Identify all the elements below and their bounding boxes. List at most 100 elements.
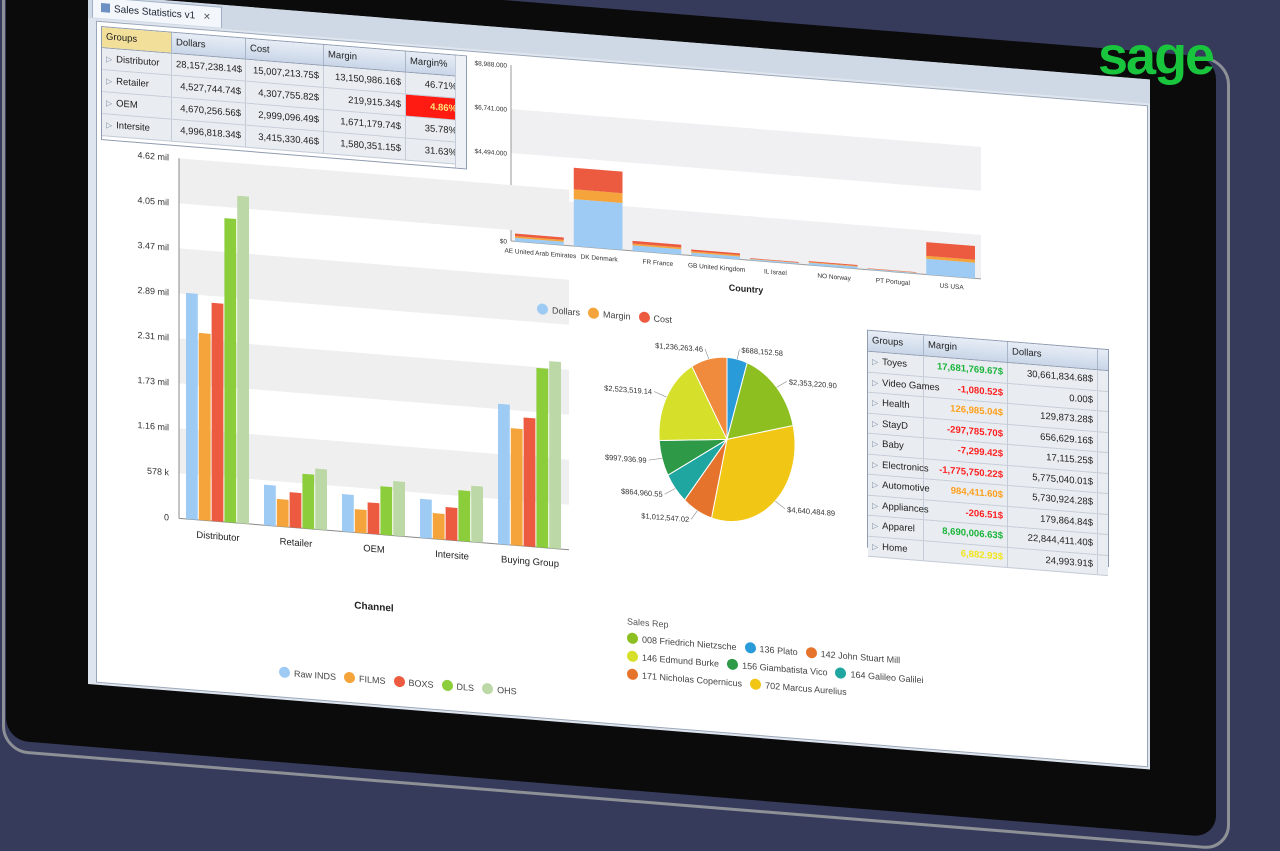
legend-label: 156 Giambatista Vico [742, 660, 828, 677]
legend-item[interactable]: 164 Galileo Galilei [835, 667, 924, 685]
channel-chart: 0 578 k 1.16 mil 1.73 mil 2.31 mil 2.89 mil 3.… [117, 145, 587, 653]
expand-icon[interactable]: ▷ [106, 120, 113, 130]
slice-label: $2,353,220.90 [789, 378, 837, 391]
legend-item[interactable]: Cost [638, 311, 672, 325]
x-tick-label: PT Portugal [876, 277, 911, 287]
bar-segment[interactable] [632, 245, 682, 255]
bar-segment[interactable] [808, 262, 858, 267]
expand-icon[interactable]: ▷ [872, 541, 879, 552]
expand-icon[interactable]: ▷ [872, 398, 879, 408]
bar[interactable] [523, 417, 536, 547]
group-label: Intersite [116, 120, 150, 134]
legend-item[interactable]: Dollars [537, 303, 580, 317]
sales-rep-pie: $688,152.58 $2,353,220.90 $4,640,484.89 $1,… [577, 322, 877, 556]
expand-icon[interactable]: ▷ [872, 480, 879, 490]
legend-item[interactable]: DLS [441, 679, 474, 693]
expand-icon[interactable]: ▷ [872, 500, 879, 511]
legend-item[interactable]: OHS [482, 682, 517, 697]
legend-item[interactable]: 142 John Stuart Mill [805, 646, 900, 666]
bar-segment[interactable] [867, 268, 917, 274]
group-label: Toyes [882, 356, 907, 370]
bar-segment[interactable] [573, 189, 623, 204]
bar[interactable] [342, 494, 354, 533]
expand-icon[interactable]: ▷ [872, 439, 879, 449]
bar[interactable] [264, 484, 276, 527]
bar-segment[interactable] [632, 243, 682, 250]
legend-item[interactable]: 171 Nicholas Copernicus [627, 668, 742, 688]
expand-icon[interactable]: ▷ [872, 418, 879, 429]
close-icon[interactable]: ✕ [203, 11, 211, 22]
bar-segment[interactable] [926, 258, 975, 279]
legend-label: 702 Marcus Aurelius [765, 679, 847, 697]
bar-segment[interactable] [926, 255, 975, 263]
bar[interactable] [380, 486, 393, 536]
bar[interactable] [393, 481, 406, 537]
bar[interactable] [289, 492, 302, 529]
legend-item[interactable]: 702 Marcus Aurelius [750, 678, 847, 697]
bar[interactable] [224, 218, 237, 523]
bar-segment[interactable] [691, 249, 740, 256]
bar[interactable] [445, 507, 458, 541]
legend-item[interactable]: 146 Edmund Burke [627, 650, 719, 668]
bar[interactable] [198, 332, 211, 521]
bar[interactable] [432, 513, 445, 540]
legend-item[interactable]: 008 Friedrich Nietzsche [627, 632, 737, 652]
pie-slice[interactable] [710, 419, 796, 527]
bar[interactable] [549, 361, 562, 550]
legend-item[interactable]: FILMS [344, 671, 386, 686]
bar[interactable] [536, 367, 549, 549]
bar[interactable] [211, 302, 224, 522]
legend-item[interactable]: Margin [588, 307, 631, 321]
expand-icon[interactable]: ▷ [106, 76, 113, 86]
pie-slice[interactable] [658, 364, 728, 446]
bar[interactable] [498, 403, 510, 545]
bar-segment[interactable] [573, 167, 623, 194]
bar-segment[interactable] [515, 237, 564, 246]
bar[interactable] [276, 498, 289, 528]
bar[interactable] [186, 292, 198, 520]
bar[interactable] [458, 490, 471, 542]
expand-icon[interactable]: ▷ [872, 357, 879, 367]
legend-item[interactable]: 156 Giambatista Vico [727, 658, 827, 677]
y-tick-label: 4.05 mil [138, 195, 169, 208]
expand-icon[interactable]: ▷ [872, 377, 879, 388]
legend-label: 008 Friedrich Nietzsche [642, 634, 737, 652]
bar[interactable] [510, 428, 523, 546]
bar-segment[interactable] [867, 268, 917, 273]
bar-segment[interactable] [750, 258, 799, 263]
y-tick-label: 4.62 mil [138, 150, 169, 163]
expand-icon[interactable]: ▷ [872, 459, 879, 470]
bar-segment[interactable] [691, 252, 740, 260]
bar[interactable] [237, 195, 249, 524]
expand-icon[interactable]: ▷ [106, 54, 113, 64]
group-label: Health [882, 397, 910, 412]
bar[interactable] [302, 473, 315, 530]
expand-icon[interactable]: ▷ [106, 98, 113, 108]
legend-item[interactable]: 136 Plato [744, 641, 798, 657]
bar-segment[interactable] [926, 242, 975, 260]
bar[interactable] [420, 498, 432, 539]
bar[interactable] [354, 509, 367, 534]
bar-segment[interactable] [515, 236, 564, 242]
legend-item[interactable]: BOXS [393, 675, 434, 690]
row-group: ▷ Home [868, 536, 924, 561]
pie-slice[interactable] [726, 361, 794, 445]
bar-segment[interactable] [808, 262, 858, 269]
bar-segment[interactable] [573, 199, 623, 251]
leader-line [653, 391, 667, 398]
bar-segment[interactable] [750, 259, 799, 265]
bar-segment[interactable] [515, 233, 564, 240]
bar-segment[interactable] [691, 251, 740, 257]
bar[interactable] [315, 468, 327, 531]
x-tick-label: OEM [363, 543, 385, 556]
grid-band [511, 109, 981, 191]
bar-segment[interactable] [750, 258, 799, 264]
bar-segment[interactable] [867, 268, 917, 273]
bar-segment[interactable] [632, 240, 682, 248]
bar-segment[interactable] [808, 261, 858, 266]
leader-line [690, 510, 698, 520]
bar[interactable] [471, 485, 484, 543]
bar[interactable] [367, 502, 380, 535]
legend-item[interactable]: Raw INDS [279, 666, 336, 682]
expand-icon[interactable]: ▷ [872, 521, 879, 531]
